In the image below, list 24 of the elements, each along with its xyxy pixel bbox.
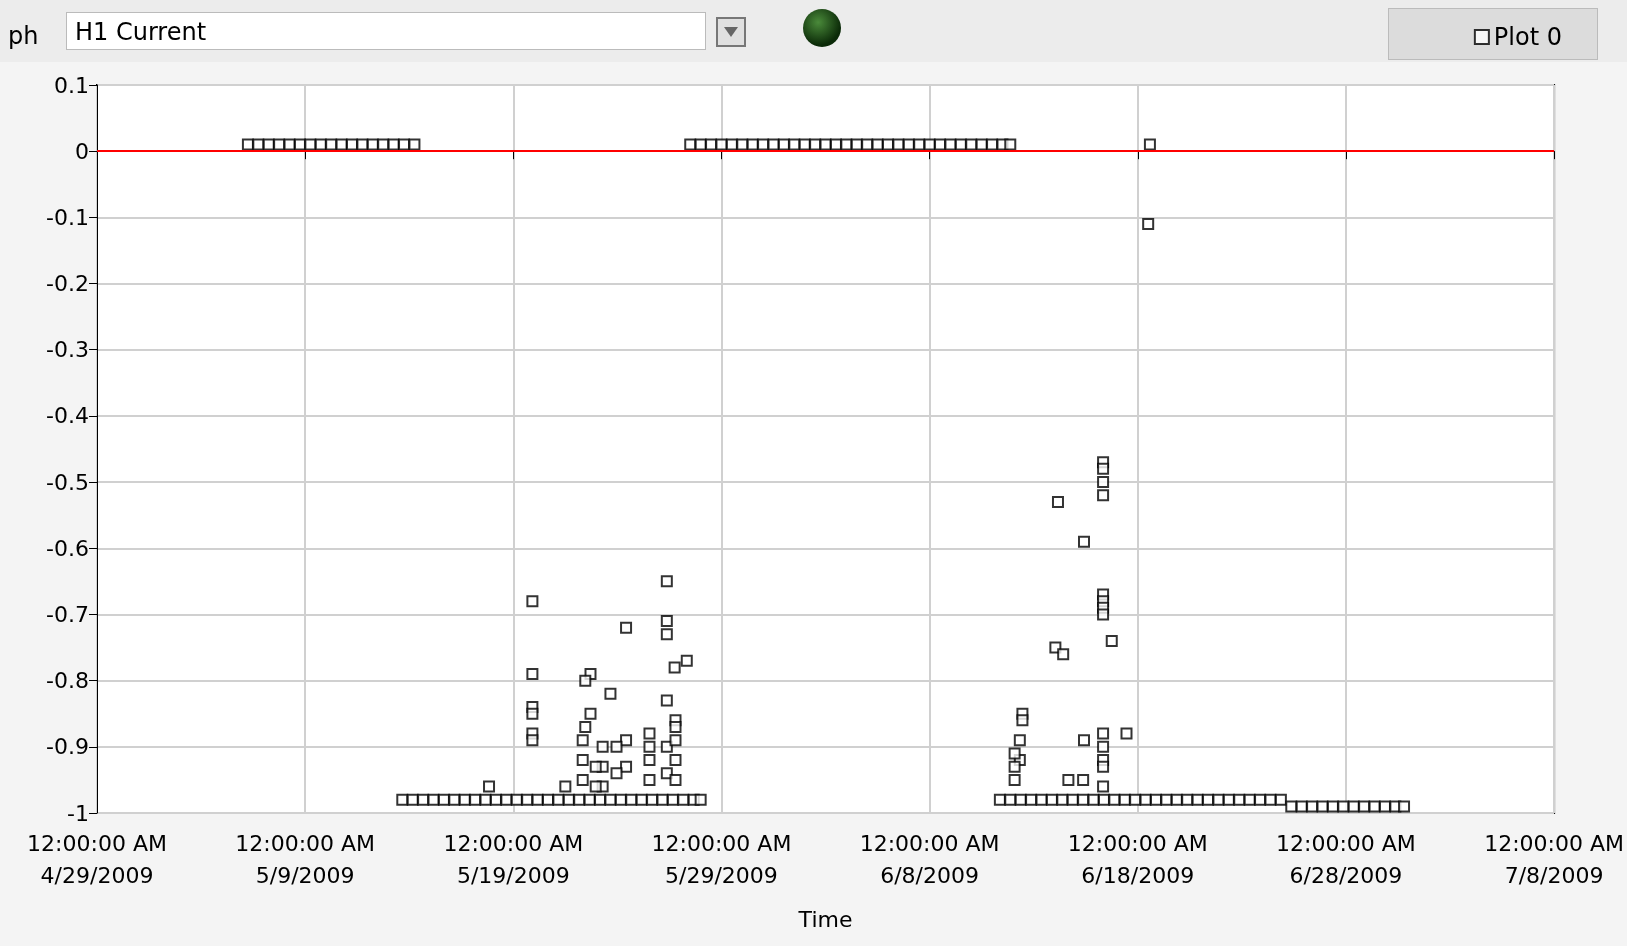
y-tick-label: -0.6	[46, 535, 89, 561]
y-tick-label: 0	[75, 138, 89, 164]
x-axis-title: Time	[797, 906, 853, 932]
y-tick-label: -0.8	[46, 668, 89, 694]
y-tick-label: -0.1	[46, 204, 89, 230]
x-tick-label: 12:00:00 AM 6/8/2009	[859, 830, 1000, 888]
x-tick-label: 12:00:00 AM 5/9/2009	[235, 830, 376, 888]
x-tick-label: 12:00:00 AM 6/28/2009	[1276, 830, 1416, 888]
text: ph	[8, 22, 39, 50]
y-tick-label: -0.4	[46, 403, 89, 429]
y-tick-label: 0.1	[54, 72, 89, 98]
y-tick-label: -0.3	[46, 337, 89, 363]
y-tick-label: -0.9	[46, 734, 89, 760]
x-tick-label: 12:00:00 AM 6/18/2009	[1067, 830, 1208, 888]
chart-title: H1 Current	[66, 12, 706, 50]
x-tick-label: 12:00:00 AM 5/19/2009	[443, 830, 584, 888]
y-tick-label: -0.7	[46, 601, 89, 627]
y-tick-label: -1	[67, 800, 89, 826]
legend-label: Plot 0	[1493, 23, 1563, 51]
x-tick-label: 12:00:00 AM 4/29/2009	[27, 830, 167, 888]
x-tick-label: 12:00:00 AM 5/29/2009	[651, 830, 792, 888]
y-tick-label: -0.2	[46, 271, 89, 297]
x-tick-label: 12:00:00 AM 7/8/2009	[1484, 830, 1625, 888]
y-tick-label: -0.5	[46, 469, 89, 495]
